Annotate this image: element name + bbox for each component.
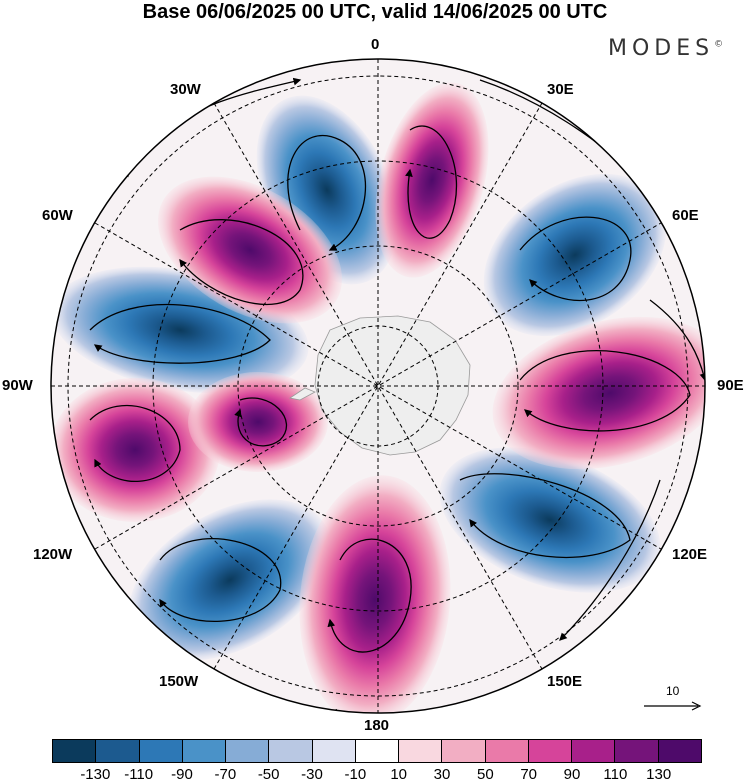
colorbar-tick-label: -90 xyxy=(171,766,193,783)
colorbar-tick-label: -70 xyxy=(214,766,237,783)
lon-label-120e: 120E xyxy=(672,546,708,563)
graticule xyxy=(51,59,705,713)
lon-label-0: 0 xyxy=(371,36,380,53)
lon-label-150w: 150W xyxy=(159,673,199,690)
colorbar-segment xyxy=(528,740,573,762)
brand-mark: © xyxy=(714,39,724,50)
colorbar xyxy=(52,739,702,763)
colorbar-tick-label: 90 xyxy=(563,766,581,783)
colorbar-segment xyxy=(572,740,616,762)
colorbar-tick-label: -10 xyxy=(344,766,367,783)
colorbar-tick-label: -110 xyxy=(124,766,154,783)
colorbar-tick-label: -50 xyxy=(257,766,280,783)
reference-vector-label: 10 xyxy=(666,684,680,698)
lon-label-30e: 30E xyxy=(547,81,574,98)
lon-label-120w: 120W xyxy=(33,546,73,563)
lon-label-90w: 90W xyxy=(2,377,33,394)
lon-label-60w: 60W xyxy=(42,207,73,224)
lon-label-30w: 30W xyxy=(170,81,201,98)
colorbar-tick-label: -30 xyxy=(301,766,323,783)
colorbar-tick-label: -130 xyxy=(80,766,111,783)
colorbar-segment xyxy=(226,740,270,762)
colorbar-tick-label: 130 xyxy=(646,766,672,783)
lon-label-90e: 90E xyxy=(717,377,744,394)
colorbar-segment xyxy=(269,740,313,762)
modes-logo: MODES© xyxy=(608,36,723,61)
lon-label-180: 180 xyxy=(364,717,390,734)
colorbar-segment xyxy=(139,740,183,762)
colorbar-tick-label: 10 xyxy=(390,766,407,783)
colorbar-segment xyxy=(312,740,356,762)
colorbar-tick-label: 50 xyxy=(476,766,494,783)
colorbar-segment xyxy=(53,740,97,762)
brand-name: MODES xyxy=(608,36,715,61)
colorbar-segment xyxy=(658,740,701,762)
lon-label-60e: 60E xyxy=(672,207,699,224)
colorbar-segment xyxy=(399,740,443,762)
map-disc xyxy=(51,59,705,713)
colorbar-tick-label: 30 xyxy=(433,766,451,783)
colorbar-segment xyxy=(355,740,400,762)
colorbar-tick-label: 70 xyxy=(520,766,537,783)
reference-vector-arrow-icon xyxy=(644,701,702,711)
colorbar-segment xyxy=(615,740,659,762)
antarctica-landmass xyxy=(288,315,471,456)
lon-label-150e: 150E xyxy=(547,673,583,690)
map-boundary xyxy=(50,58,706,714)
negative-anomalies xyxy=(51,95,667,661)
chart-title: Base 06/06/2025 00 UTC, valid 14/06/2025… xyxy=(142,1,608,23)
colorbar-segment xyxy=(182,740,227,762)
colorbar-ticks: -130 -110 -90 -70 -50 -30 -10 10 30 50 70 90 110 130 xyxy=(52,767,702,783)
colorbar-tick-label: 110 xyxy=(603,766,628,783)
colorbar-segment xyxy=(96,740,140,762)
colorbar-segment xyxy=(485,740,529,762)
colorbar-segment xyxy=(442,740,486,762)
positive-anomalies xyxy=(51,82,705,713)
